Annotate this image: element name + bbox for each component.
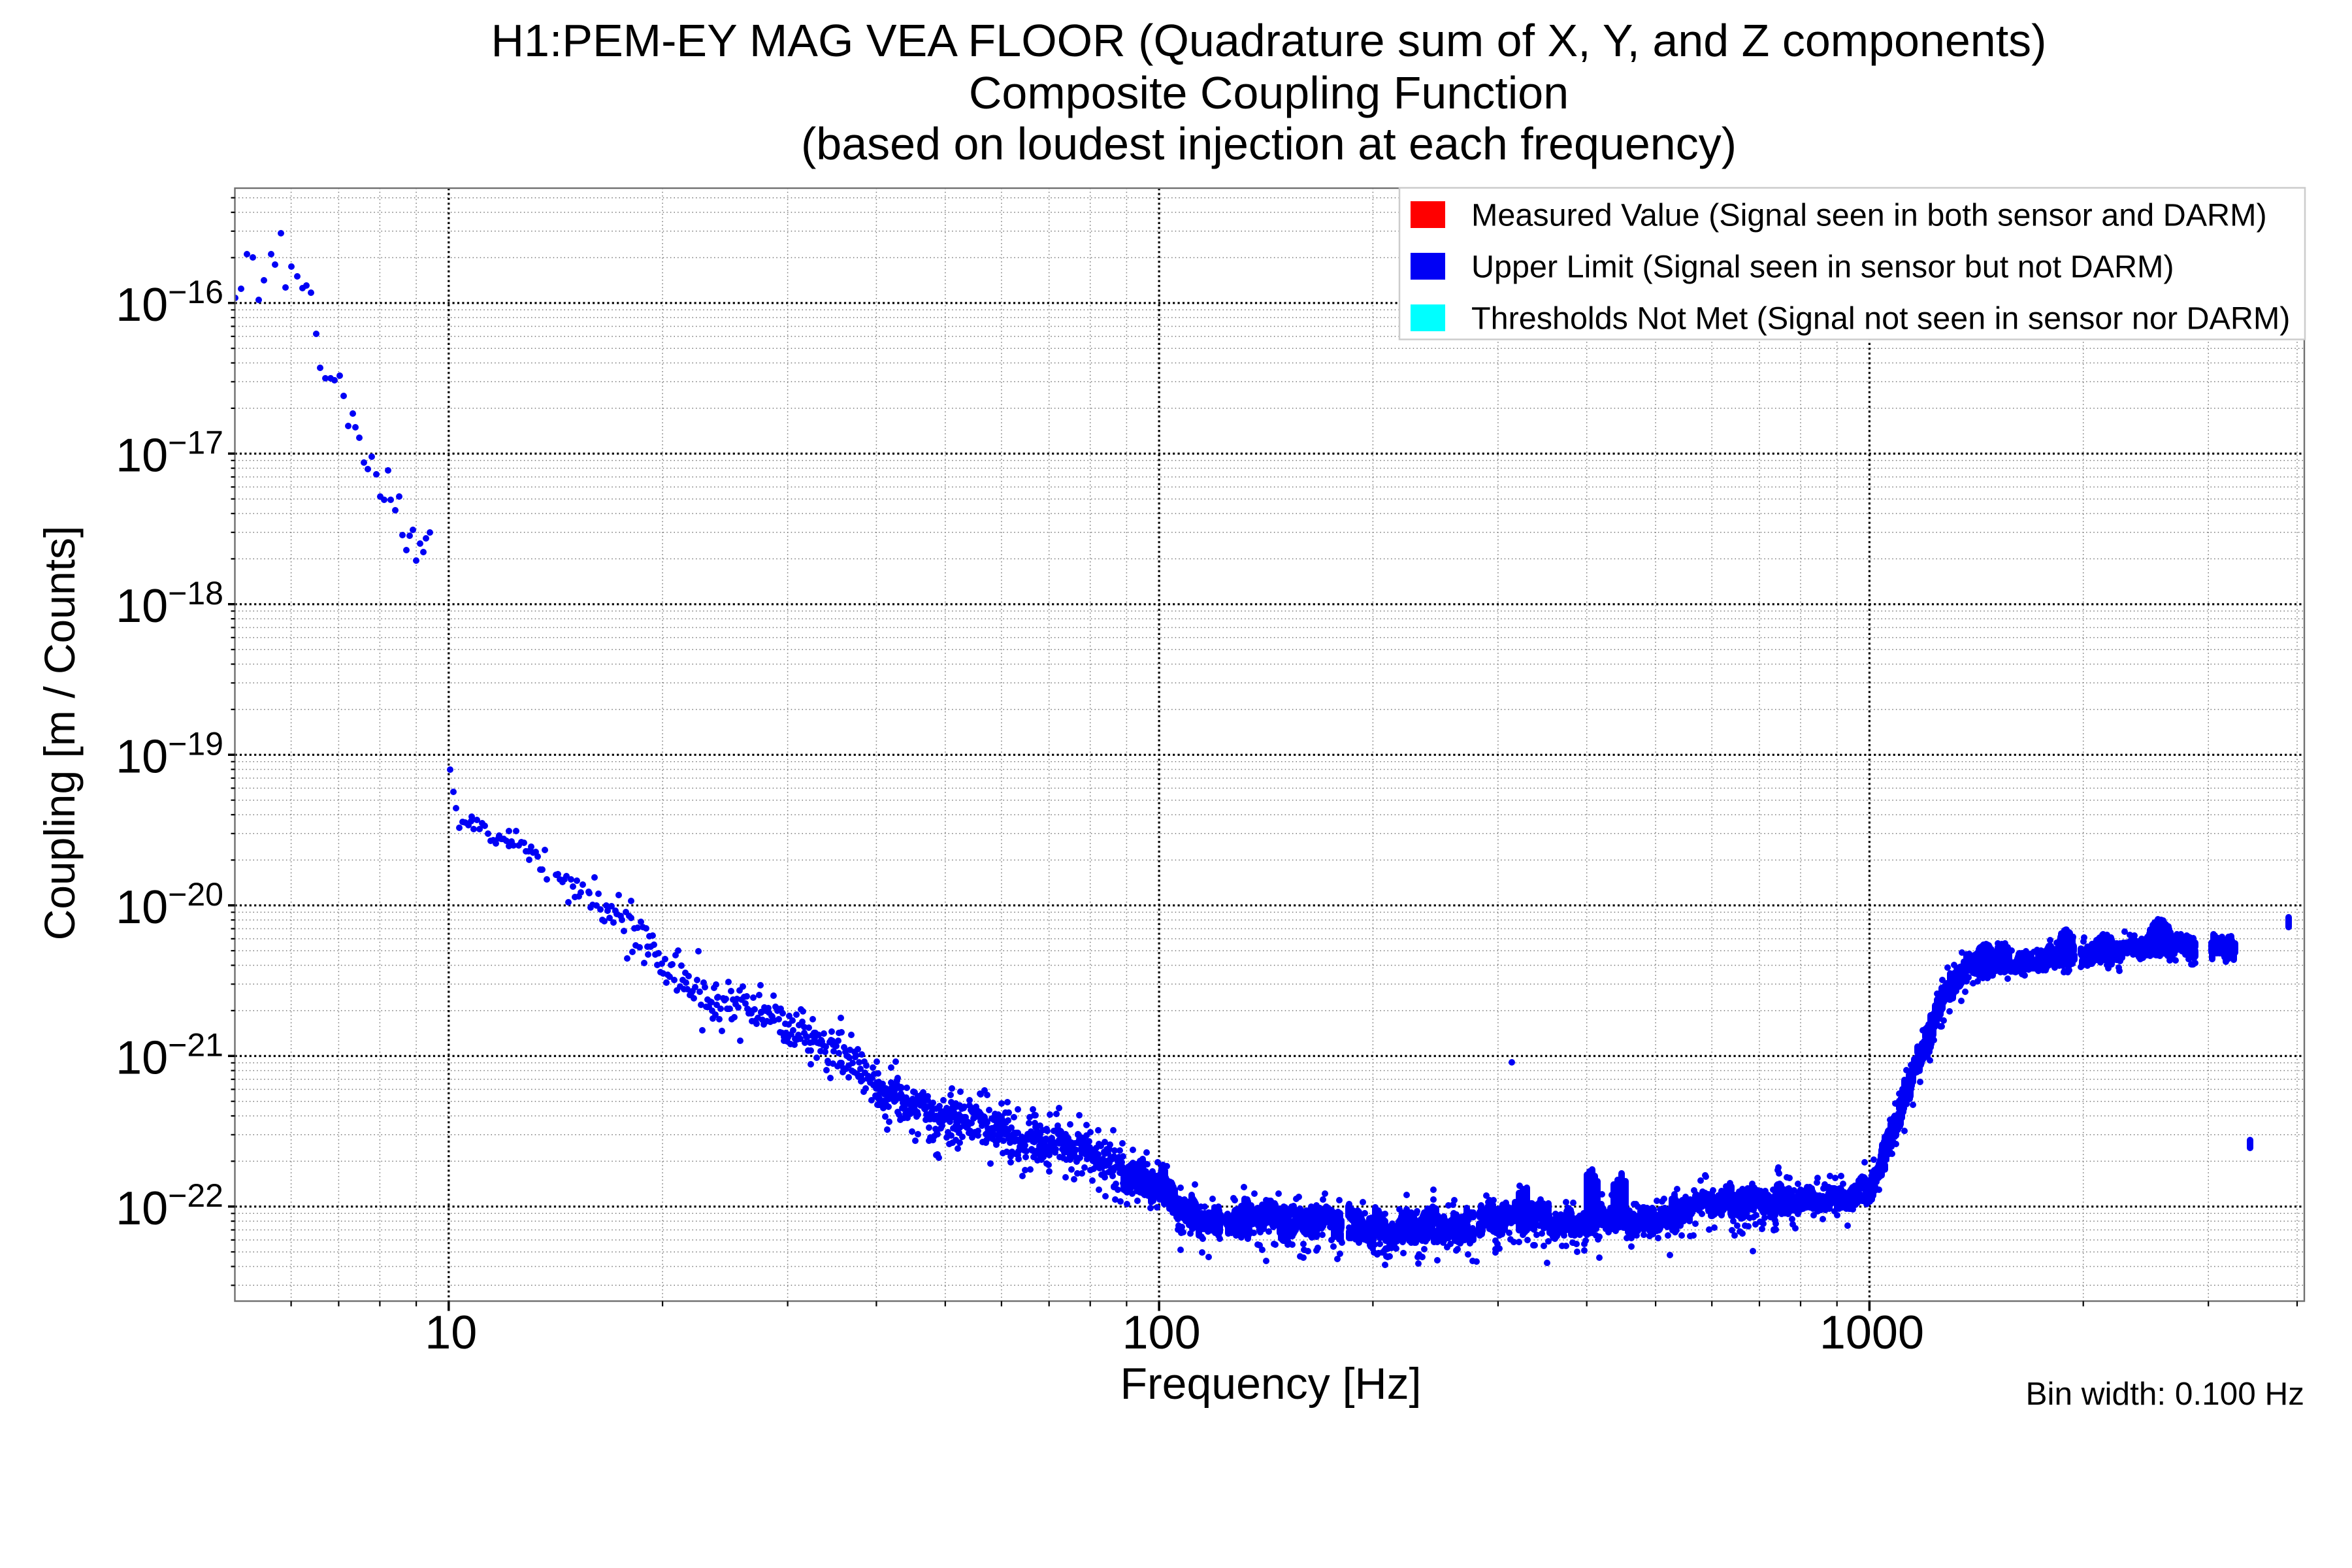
svg-text:Coupling [m / Counts]: Coupling [m / Counts]	[35, 526, 84, 941]
svg-text:100: 100	[1122, 1307, 1201, 1359]
svg-text:Thresholds Not Met (Signal not: Thresholds Not Met (Signal not seen in s…	[1471, 301, 2290, 336]
svg-text:10: 10	[425, 1307, 477, 1359]
svg-text:Bin width: 0.100 Hz: Bin width: 0.100 Hz	[2026, 1376, 2304, 1412]
svg-text:Measured Value (Signal seen in: Measured Value (Signal seen in both sens…	[1471, 198, 2267, 233]
svg-text:Upper Limit (Signal seen in se: Upper Limit (Signal seen in sensor but n…	[1471, 250, 2174, 285]
svg-text:H1:PEM-EY MAG VEA FLOOR (Quadr: H1:PEM-EY MAG VEA FLOOR (Quadrature sum …	[491, 15, 2047, 66]
svg-text:Frequency [Hz]: Frequency [Hz]	[1120, 1359, 1421, 1409]
svg-text:Composite Coupling Function: Composite Coupling Function	[969, 67, 1569, 118]
svg-text:1000: 1000	[1820, 1307, 1924, 1359]
svg-text:(based on loudest injection at: (based on loudest injection at each freq…	[801, 118, 1737, 169]
